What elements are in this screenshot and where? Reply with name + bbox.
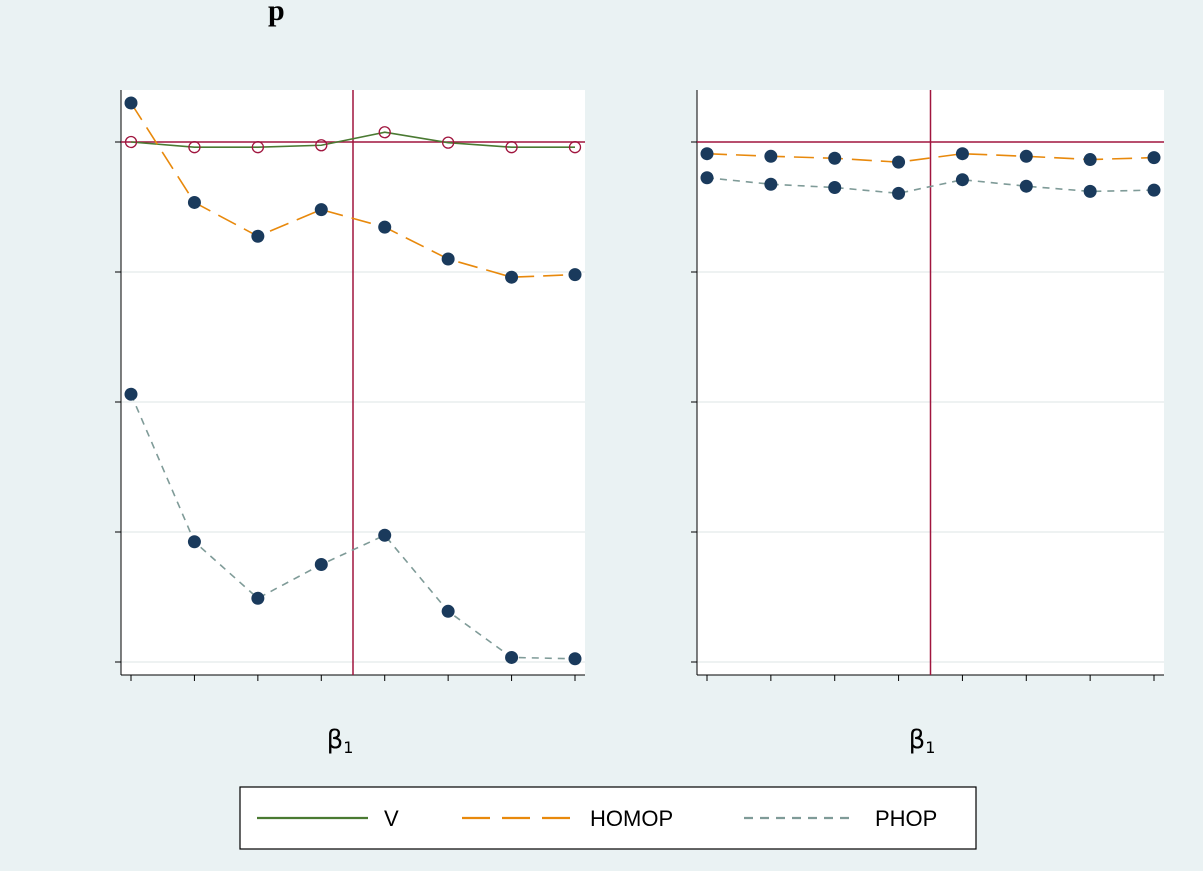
data-point-v (251, 141, 265, 154)
data-point-phop (314, 558, 328, 571)
data-point-v (568, 141, 582, 154)
x-axis-label: β1 (327, 725, 354, 757)
x-axis-label-main: β (909, 725, 926, 755)
data-point-homop (955, 147, 969, 161)
x-axis-label-main: β (327, 725, 344, 755)
data-point-phop (1019, 179, 1033, 193)
data-point-phop (700, 171, 714, 185)
data-point-v (124, 135, 138, 149)
data-point-homop (314, 203, 328, 217)
series-line-phop (130, 393, 576, 660)
data-point-homop (892, 155, 906, 169)
data-point-phop (251, 591, 265, 605)
panel-300-students: β1 (691, 90, 1164, 757)
data-point-homop (441, 252, 455, 266)
legend-label-v: V (384, 806, 399, 831)
data-point-homop (1147, 151, 1161, 165)
data-point-phop (828, 181, 842, 194)
legend: V HOMOP PHOP (239, 786, 977, 850)
data-point-homop (505, 270, 519, 284)
x-axis-label-subscript: 1 (925, 738, 935, 757)
data-point-homop (828, 151, 842, 165)
data-point-homop (1083, 153, 1097, 167)
legend-label-phop: PHOP (875, 806, 937, 831)
data-point-v (441, 136, 455, 149)
data-point-phop (124, 387, 138, 401)
series-line-homop (706, 152, 1155, 163)
data-point-homop (378, 220, 392, 234)
data-point-homop (568, 268, 582, 282)
series-line-homop (130, 102, 576, 279)
data-point-v (378, 126, 391, 139)
data-point-phop (441, 604, 455, 618)
data-point-phop (568, 652, 582, 666)
data-point-phop (955, 173, 969, 187)
data-point-v (188, 141, 201, 154)
data-point-phop (1147, 183, 1161, 197)
data-point-v (315, 139, 328, 152)
data-point-homop (764, 149, 778, 163)
data-point-homop (187, 195, 201, 209)
panel-30-students: β1 (115, 90, 585, 757)
data-point-phop (505, 650, 519, 664)
data-point-homop (700, 147, 714, 161)
series-line-phop (706, 176, 1155, 195)
data-point-phop (187, 535, 201, 549)
data-point-homop (1019, 149, 1033, 163)
data-point-homop (124, 96, 138, 110)
series-line-v (130, 131, 575, 148)
data-point-phop (892, 186, 906, 200)
data-point-phop (378, 528, 392, 542)
legend-label-homop: HOMOP (590, 806, 673, 831)
data-point-phop (764, 177, 778, 191)
x-axis-label: β1 (909, 725, 936, 757)
data-point-v (505, 141, 518, 154)
x-axis-label-subscript: 1 (343, 738, 353, 757)
header-fragment: p (268, 0, 285, 27)
data-point-phop (1083, 184, 1097, 198)
data-point-homop (251, 229, 265, 243)
